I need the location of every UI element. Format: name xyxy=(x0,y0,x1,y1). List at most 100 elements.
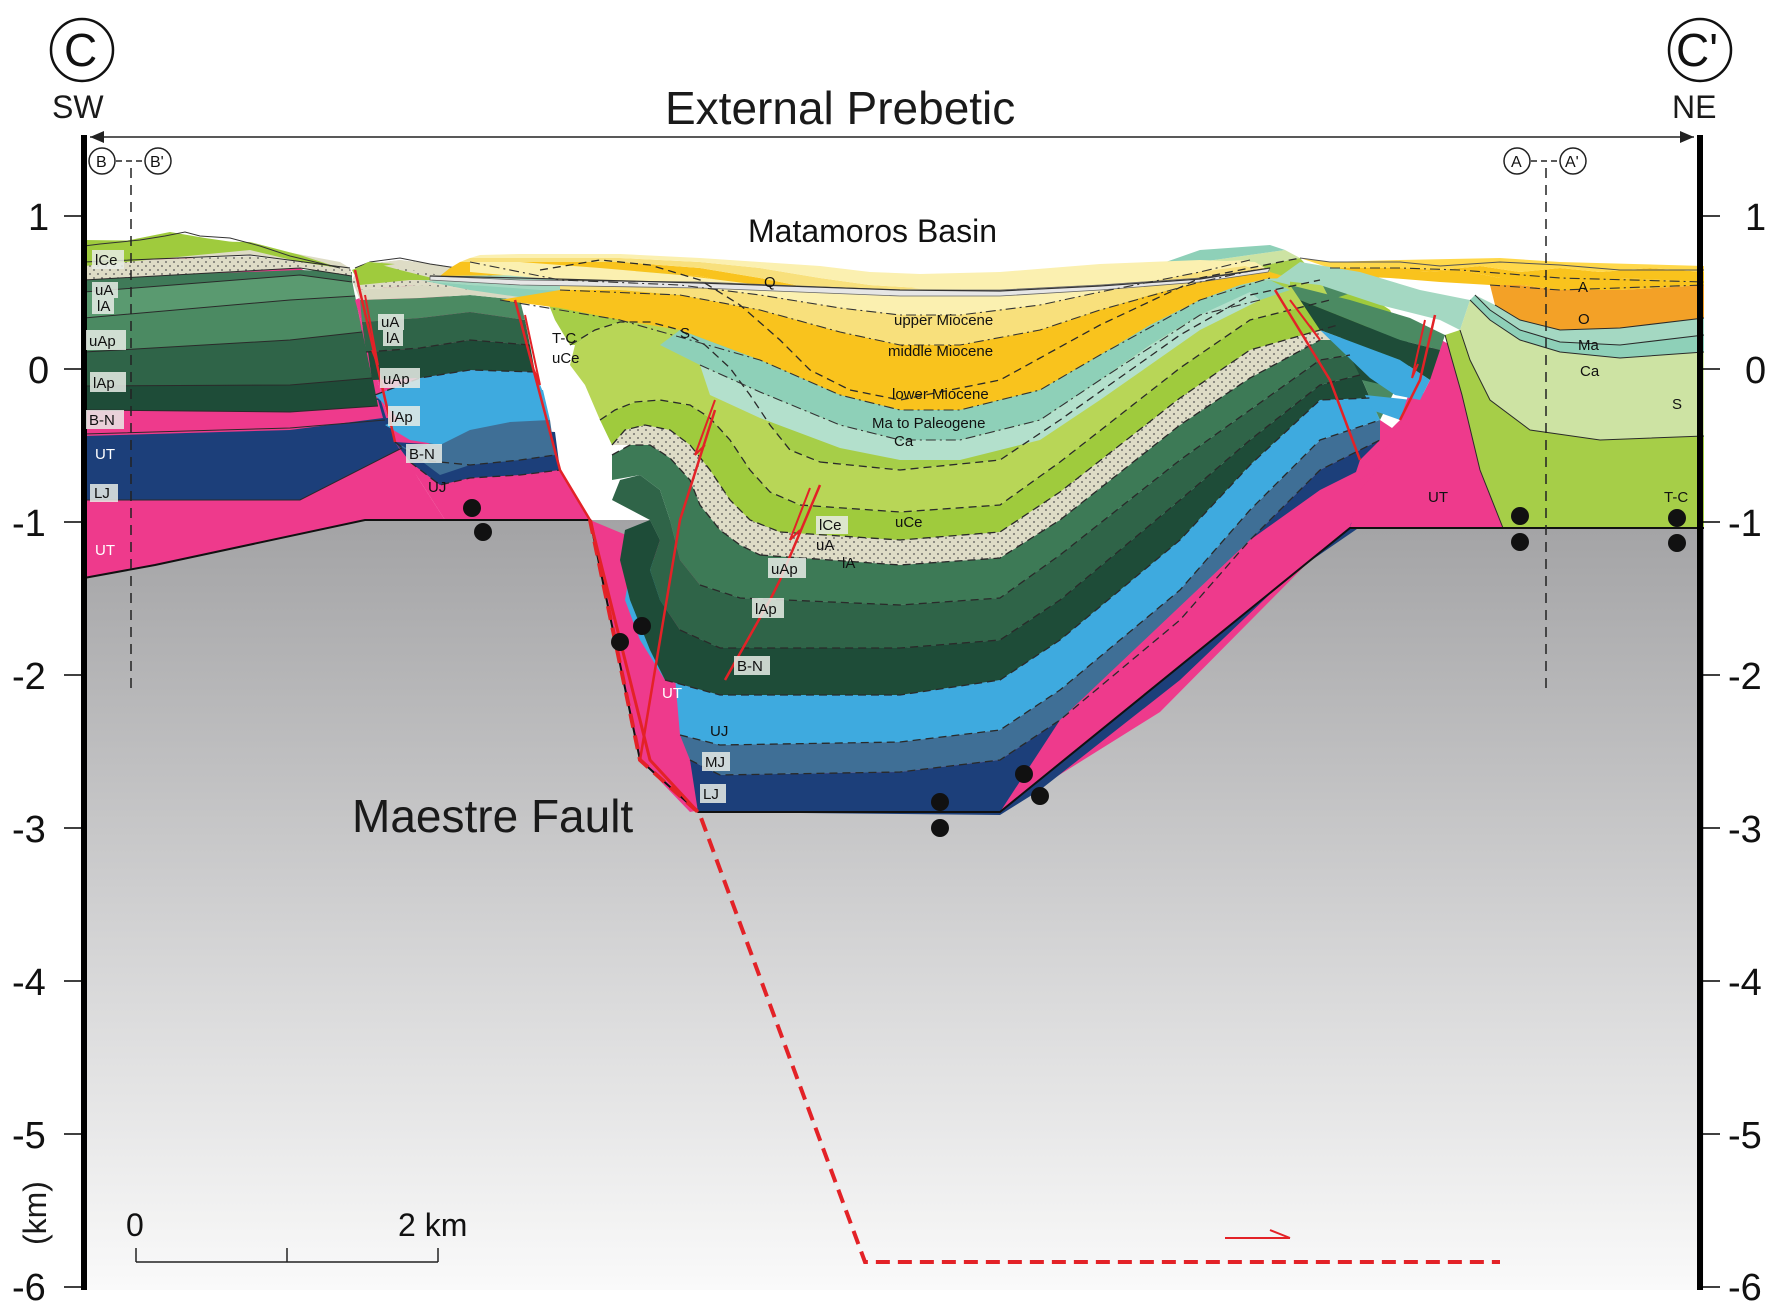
unit-label: Ma xyxy=(1578,337,1599,354)
point xyxy=(1511,533,1529,551)
unit-label: uA xyxy=(816,537,834,554)
unit-label: lCe xyxy=(819,517,842,534)
right-tick-labels: 1 0 -1 -2 -3 -4 -5 -6 xyxy=(1728,197,1766,1309)
unit-label: lower Miocene xyxy=(892,386,989,403)
left-block-labels: lCe uA lA uAp lAp B-N UT LJ UT xyxy=(86,250,126,559)
right-contacts xyxy=(1444,294,1705,529)
ut-ramp xyxy=(1000,420,1410,812)
unit-label: uCe xyxy=(895,514,923,531)
contact-lines xyxy=(83,254,403,501)
point xyxy=(1031,787,1049,805)
start-direction: SW xyxy=(52,89,104,125)
marker-a-circle xyxy=(1503,147,1531,175)
dashed-contacts xyxy=(365,257,1381,776)
point xyxy=(931,793,949,811)
left-tick-m6: -6 xyxy=(12,1267,46,1304)
fault-2 xyxy=(513,299,592,521)
left-tick-m5: -5 xyxy=(12,1115,46,1157)
right-tick-m6: -6 xyxy=(1728,1267,1762,1304)
unit-label: MJ xyxy=(705,754,725,771)
point xyxy=(1511,507,1529,525)
right-tick-m1: -1 xyxy=(1728,503,1762,545)
unit-label: S xyxy=(680,325,690,342)
unit-label: upper Miocene xyxy=(894,312,993,329)
unit-label: UT xyxy=(95,446,115,463)
unit-label: A xyxy=(1578,279,1588,296)
unit-label: lAp xyxy=(755,601,777,618)
unit-label: UJ xyxy=(428,479,446,496)
fault-block-2-labels: T-C uCe S xyxy=(552,325,690,367)
unit-label: Ca xyxy=(894,433,914,450)
domain-title: External Prebetic xyxy=(665,82,1015,134)
marker-a-prime-label: A' xyxy=(1565,154,1579,171)
unit-label: UT xyxy=(95,542,115,559)
crossline-markers: B B' A A' xyxy=(88,147,1587,175)
unit-label: uA xyxy=(381,314,399,331)
marker-a-label: A xyxy=(1511,154,1522,171)
unit-label: uA xyxy=(95,282,113,299)
syncline-labels: lCe uA lA uAp uCe lAp B-N UT UJ MJ LJ xyxy=(662,514,923,803)
right-block-labels: UT A O Ma Ca S T-C xyxy=(1428,279,1688,506)
point xyxy=(1668,509,1686,527)
maestre-fault-solid xyxy=(588,519,700,814)
left-tick-1: 1 xyxy=(28,197,49,239)
unit-label: B-N xyxy=(409,446,435,463)
unit-label: UT xyxy=(1428,489,1448,506)
right-tick-m3: -3 xyxy=(1728,809,1762,851)
fault-arrows xyxy=(364,294,1426,541)
right-ticks xyxy=(1700,215,1720,1288)
control-points xyxy=(463,499,1686,837)
unit-label: uAp xyxy=(89,333,116,350)
right-tick-m4: -4 xyxy=(1728,962,1762,1004)
basin-labels: Q upper Miocene middle Miocene lower Mio… xyxy=(764,274,993,450)
right-tick-m2: -2 xyxy=(1728,656,1762,698)
unit-label: T-C xyxy=(1664,489,1688,506)
left-tick-m4: -4 xyxy=(12,962,46,1004)
scale-start: 0 xyxy=(126,1207,144,1243)
right-tick-0: 0 xyxy=(1745,350,1766,392)
unit-label: Ma to Paleogene xyxy=(872,415,985,432)
scale-bar: 0 2 km xyxy=(126,1207,467,1263)
unit-label: uCe xyxy=(552,350,580,367)
vertical-unit-label: (km) xyxy=(17,1181,53,1245)
marker-b-prime-label: B' xyxy=(150,154,164,171)
marker-c-label: C xyxy=(64,24,97,76)
marker-b-label: B xyxy=(96,154,107,171)
marker-b-prime-circle xyxy=(144,147,172,175)
point xyxy=(1015,765,1033,783)
basin-title: Matamoros Basin xyxy=(748,213,997,249)
basin-dashdot xyxy=(469,259,1705,441)
unit-label: lA xyxy=(97,298,110,315)
marker-b-circle xyxy=(88,147,116,175)
unit-label: middle Miocene xyxy=(888,343,993,360)
point xyxy=(633,617,651,635)
unit-label: LJ xyxy=(703,786,719,803)
unit-label: UT xyxy=(662,685,682,702)
left-tick-m1: -1 xyxy=(12,503,46,545)
unit-label: uAp xyxy=(383,371,410,388)
unit-label: lAp xyxy=(391,409,413,426)
marker-c-circle xyxy=(49,17,115,83)
unit-label: S xyxy=(1672,396,1682,413)
scale-end: 2 km xyxy=(398,1207,467,1243)
left-tick-labels: 1 0 -1 -2 -3 -4 -5 -6 xyxy=(12,197,49,1309)
fault-6 xyxy=(1398,314,1437,421)
right-tick-1: 1 xyxy=(1745,197,1766,239)
unit-label: lCe xyxy=(95,252,118,269)
point xyxy=(463,499,481,517)
unit-label: Ca xyxy=(1580,363,1600,380)
unit-label: LJ xyxy=(94,485,110,502)
marker-a-prime-circle xyxy=(1559,147,1587,175)
end-direction: NE xyxy=(1672,89,1716,125)
fault-4 xyxy=(723,484,822,681)
unit-label: T-C xyxy=(552,330,576,347)
unit-label: B-N xyxy=(89,412,115,429)
right-tick-m5: -5 xyxy=(1728,1115,1762,1157)
section-markers: C SW C' NE xyxy=(49,17,1733,125)
marker-c-prime-circle xyxy=(1667,17,1733,83)
fault-block-1-labels: uA lA uAp lAp B-N UJ xyxy=(378,314,446,496)
unit-label: lAp xyxy=(93,375,115,392)
point xyxy=(1668,534,1686,552)
